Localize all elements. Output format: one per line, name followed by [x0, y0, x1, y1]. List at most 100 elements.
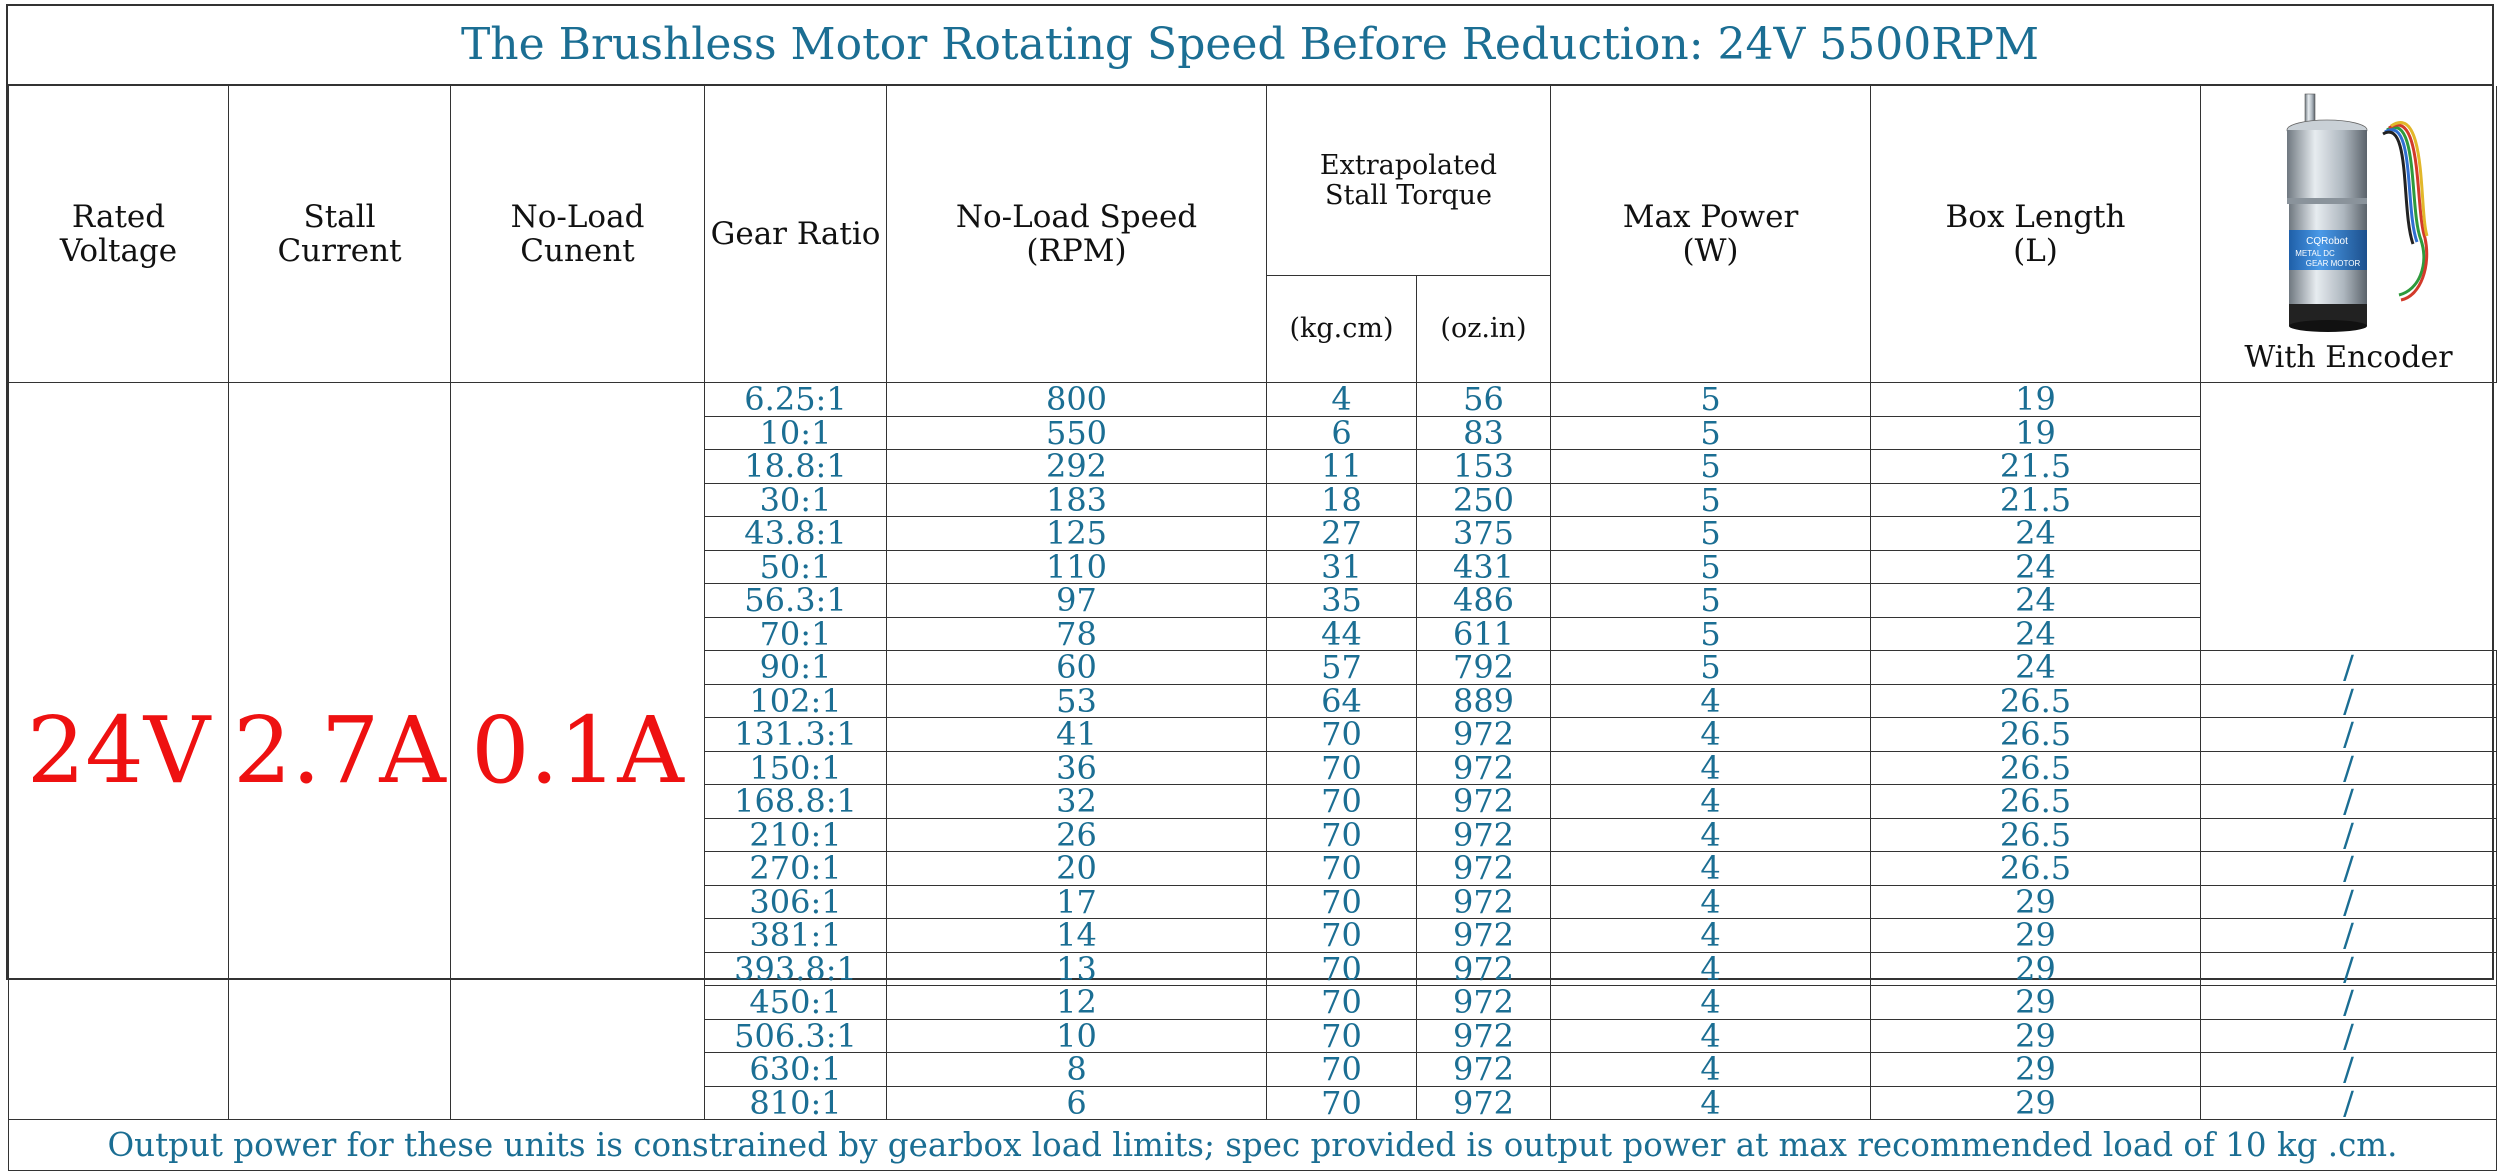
max-power-cell: 4: [1550, 1085, 1871, 1120]
stall-torque-kgcm-cell: 70: [1266, 1052, 1417, 1087]
max-power-cell: 5: [1550, 650, 1871, 685]
no-load-speed-cell: 13: [886, 951, 1267, 986]
max-power-cell: 4: [1550, 683, 1871, 718]
stall-torque-ozin-cell: 972: [1416, 750, 1551, 785]
stall-torque-kgcm-cell: 70: [1266, 884, 1417, 919]
motor-brand-text: CQRobot: [2306, 236, 2348, 247]
gear-ratio-cell: 270:1: [704, 851, 887, 886]
gear-ratio-cell: 50:1: [704, 549, 887, 584]
no-load-speed-cell: 125: [886, 516, 1267, 551]
encoder-cell: /: [2200, 650, 2497, 685]
stall-torque-kgcm-cell: 70: [1266, 951, 1417, 986]
box-length-cell: 29: [1870, 1052, 2201, 1087]
header-max-power-label: Max Power (W): [1622, 199, 1799, 269]
table-row: 381:1 14 70 972 4 29/: [9, 918, 2497, 953]
gear-ratio-cell: 450:1: [704, 985, 887, 1020]
motor-image-cell: CQRobot METAL DC GEAR MOTOR With Encoder: [2200, 86, 2497, 383]
no-load-speed-cell: 53: [886, 683, 1267, 718]
gear-ratio-cell: 506.3:1: [704, 1018, 887, 1053]
encoder-cell: /: [2200, 717, 2497, 752]
table-row: 24V 2.7A 0.1A 6.25:1 800 4 56 5 19: [8, 382, 2497, 1120]
table-row: 270:1 20 70 972 4 26.5/: [9, 851, 2497, 886]
encoder-cell: /: [2200, 851, 2497, 886]
box-length-cell: 29: [1870, 1018, 2201, 1053]
stall-torque-ozin-cell: 83: [1416, 415, 1551, 450]
box-length-cell: 26.5: [1870, 851, 2201, 886]
stall-torque-ozin-cell: 375: [1416, 516, 1551, 551]
stall-torque-kgcm-cell: 70: [1266, 851, 1417, 886]
gear-ratio-cell: 6.25:1: [704, 382, 887, 417]
gear-ratio-cell: 18.8:1: [704, 449, 887, 484]
header-max-power: Max Power (W): [1550, 86, 1871, 383]
max-power-cell: 5: [1550, 449, 1871, 484]
no-load-speed-cell: 12: [886, 985, 1267, 1020]
no-load-speed-cell: 41: [886, 717, 1267, 752]
header-torque-ozin: (oz.in): [1416, 275, 1551, 383]
gear-ratio-cell: 168.8:1: [704, 784, 887, 819]
stall-torque-ozin-cell: 972: [1416, 884, 1551, 919]
table-row: 50:1 110 31 431 5 24: [9, 549, 2497, 584]
max-power-cell: 4: [1550, 1052, 1871, 1087]
max-power-cell: 4: [1550, 817, 1871, 852]
box-length-cell: 21.5: [1870, 449, 2201, 484]
stall-torque-kgcm-cell: 35: [1266, 583, 1417, 618]
stall-torque-ozin-cell: 972: [1416, 918, 1551, 953]
table-row: 10:1 550 6 83 5 19: [9, 415, 2497, 450]
stall-torque-ozin-cell: 972: [1416, 1018, 1551, 1053]
motor-metal-text: METAL DC: [2295, 249, 2335, 258]
no-load-speed-cell: 78: [886, 616, 1267, 651]
no-load-speed-cell: 60: [886, 650, 1267, 685]
gear-ratio-cell: 70:1: [704, 616, 887, 651]
no-load-speed-cell: 800: [886, 382, 1267, 417]
header-no-load-current: No-Load Cunent: [450, 86, 705, 383]
stall-torque-kgcm-cell: 6: [1266, 415, 1417, 450]
stall-torque-ozin-cell: 972: [1416, 717, 1551, 752]
table-row: 56.3:1 97 35 486 5 24: [9, 583, 2497, 618]
header-stall-torque-label: Extrapolated Stall Torque: [1319, 149, 1498, 211]
gear-ratio-cell: 630:1: [704, 1052, 887, 1087]
page-title: The Brushless Motor Rotating Speed Befor…: [8, 6, 2492, 86]
gear-ratio-cell: 43.8:1: [704, 516, 887, 551]
gear-ratio-cell: 30:1: [704, 482, 887, 517]
stall-torque-kgcm-cell: 70: [1266, 985, 1417, 1020]
header-gear-ratio: Gear Ratio: [704, 86, 887, 383]
gear-ratio-cell: 150:1: [704, 750, 887, 785]
stall-torque-ozin-cell: 486: [1416, 583, 1551, 618]
rated-voltage-value: 24V: [8, 382, 229, 1120]
header-torque-kgcm: (kg.cm): [1266, 275, 1417, 383]
max-power-cell: 4: [1550, 851, 1871, 886]
table-row: 393.8:1 13 70 972 4 29/: [9, 951, 2497, 986]
motor-gear-text: GEAR MOTOR: [2305, 259, 2360, 268]
max-power-cell: 5: [1550, 482, 1871, 517]
stall-torque-ozin-cell: 611: [1416, 616, 1551, 651]
box-length-cell: 29: [1870, 951, 2201, 986]
no-load-speed-cell: 110: [886, 549, 1267, 584]
no-load-speed-cell: 6: [886, 1085, 1267, 1120]
box-length-cell: 29: [1870, 985, 2201, 1020]
max-power-cell: 4: [1550, 884, 1871, 919]
no-load-speed-cell: 8: [886, 1052, 1267, 1087]
max-power-cell: 5: [1550, 583, 1871, 618]
encoder-cell: /: [2200, 683, 2497, 718]
no-load-speed-cell: 97: [886, 583, 1267, 618]
gear-ratio-cell: 90:1: [704, 650, 887, 685]
no-load-speed-cell: 183: [886, 482, 1267, 517]
stall-torque-ozin-cell: 792: [1416, 650, 1551, 685]
encoder-cell: /: [2200, 1018, 2497, 1053]
encoder-cell: /: [2200, 817, 2497, 852]
box-length-cell: 29: [1870, 1085, 2201, 1120]
no-load-speed-cell: 550: [886, 415, 1267, 450]
no-load-speed-cell: 292: [886, 449, 1267, 484]
gear-ratio-cell: 10:1: [704, 415, 887, 450]
header-stall-torque: Extrapolated Stall Torque: [1266, 86, 1551, 277]
stall-torque-kgcm-cell: 70: [1266, 717, 1417, 752]
max-power-cell: 5: [1550, 549, 1871, 584]
box-length-cell: 24: [1870, 616, 2201, 651]
encoder-cell: /: [2200, 985, 2497, 1020]
stall-torque-kgcm-cell: 70: [1266, 1018, 1417, 1053]
stall-torque-kgcm-cell: 70: [1266, 784, 1417, 819]
box-length-cell: 26.5: [1870, 750, 2201, 785]
header-no-load-speed: No-Load Speed (RPM): [886, 86, 1267, 383]
box-length-cell: 24: [1870, 549, 2201, 584]
max-power-cell: 4: [1550, 1018, 1871, 1053]
